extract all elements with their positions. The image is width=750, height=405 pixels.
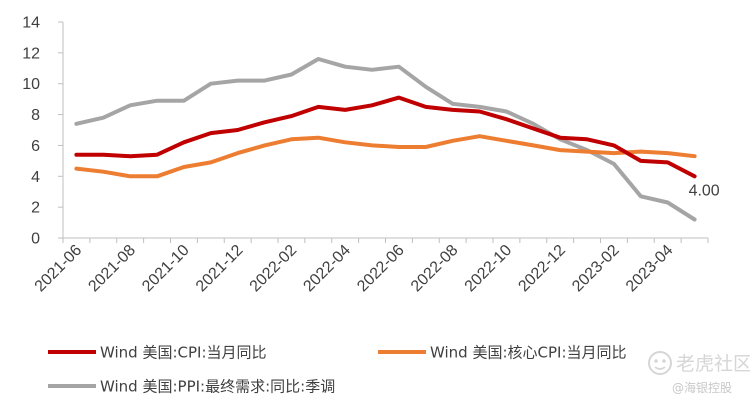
x-tick-label: 2022-08 xyxy=(408,242,462,296)
legend-label: Wind 美国:CPI:当月同比 xyxy=(100,344,267,362)
x-tick-label: 2023-04 xyxy=(623,242,677,296)
legend-item-1: Wind 美国:核心CPI:当月同比 xyxy=(378,344,627,362)
series-line-2 xyxy=(74,57,697,222)
series-lines xyxy=(74,57,697,222)
y-tick-label: 10 xyxy=(22,76,40,93)
series-line-1 xyxy=(74,134,697,179)
y-axis-tick-labels: 0 2 4 6 8 10 12 14 xyxy=(22,15,40,248)
x-tick-label: 2021-08 xyxy=(85,242,139,296)
y-tick-label: 2 xyxy=(31,200,40,217)
x-tick-label: 2022-04 xyxy=(300,242,354,296)
data-label: 4.00 xyxy=(689,182,720,199)
legend-label: Wind 美国:核心CPI:当月同比 xyxy=(430,344,627,362)
legend-label: Wind 美国:PPI:最终需求:同比:季调 xyxy=(100,378,335,396)
y-tick-label: 6 xyxy=(31,138,40,155)
x-tick-label: 2021-10 xyxy=(139,242,193,296)
watermark: 老虎社区 @海银控股 xyxy=(648,351,750,395)
legend-item-2: Wind 美国:PPI:最终需求:同比:季调 xyxy=(48,378,335,396)
data-labels: 4.00 xyxy=(689,182,720,199)
x-tick-label: 2022-02 xyxy=(247,242,301,296)
watermark-brand: 老虎社区 xyxy=(676,353,750,375)
y-tick-label: 4 xyxy=(31,169,40,186)
x-tick-label: 2023-02 xyxy=(569,242,623,296)
watermark-source: @海银控股 xyxy=(672,380,732,395)
x-axis-tick-labels: 2021-06 2021-08 2021-10 2021-12 2022-02 2022-… xyxy=(32,242,677,296)
y-tick-label: 14 xyxy=(22,15,40,32)
series-line-0 xyxy=(74,95,697,179)
y-tick-label: 12 xyxy=(22,45,40,62)
x-tick-label: 2021-12 xyxy=(193,242,247,296)
x-tick-label: 2022-12 xyxy=(515,242,569,296)
legend: Wind 美国:CPI:当月同比 Wind 美国:核心CPI:当月同比 Wind 美… xyxy=(48,344,627,396)
legend-item-0: Wind 美国:CPI:当月同比 xyxy=(48,344,267,362)
y-tick-label: 0 xyxy=(31,231,40,248)
x-tick-label: 2022-10 xyxy=(462,242,516,296)
tiger-logo-icon xyxy=(648,351,672,375)
x-tick-label: 2022-06 xyxy=(354,242,408,296)
chart-axes xyxy=(58,21,709,243)
x-tick-label: 2021-06 xyxy=(32,242,86,296)
y-tick-label: 8 xyxy=(31,107,40,124)
